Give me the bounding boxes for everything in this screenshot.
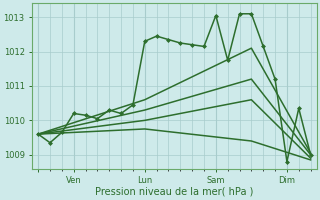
X-axis label: Pression niveau de la mer( hPa ): Pression niveau de la mer( hPa ) [95, 187, 253, 197]
